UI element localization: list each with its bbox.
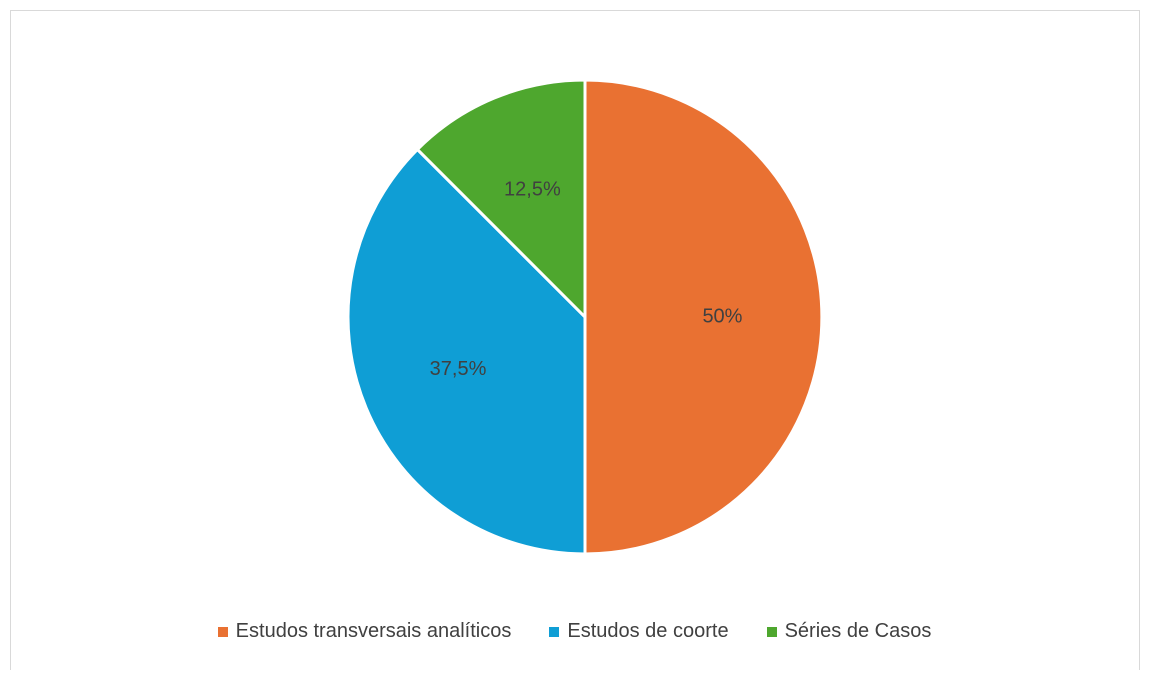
legend-swatch	[549, 626, 560, 637]
data-label: 12,5%	[504, 178, 561, 200]
legend-item-estudos-de-coorte: Estudos de coorte	[549, 620, 729, 643]
legend-label: Séries de Casos	[784, 620, 932, 642]
legend-swatch	[766, 626, 777, 637]
legend-item-estudos-transversais: Estudos transversais analíticos	[217, 620, 512, 643]
legend-swatch	[217, 626, 228, 637]
legend: Estudos transversais analíticos Estudos …	[0, 620, 1149, 643]
data-label: 37,5%	[430, 358, 487, 380]
slice-series-de-casos	[415, 78, 587, 319]
legend-label: Estudos de coorte	[567, 620, 729, 642]
data-label: 50%	[702, 305, 742, 327]
slice-estudos-transversais	[583, 78, 824, 556]
slice-estudos-de-coorte	[346, 147, 587, 556]
legend-label: Estudos transversais analíticos	[235, 620, 512, 642]
legend-item-series-de-casos: Séries de Casos	[766, 620, 932, 643]
